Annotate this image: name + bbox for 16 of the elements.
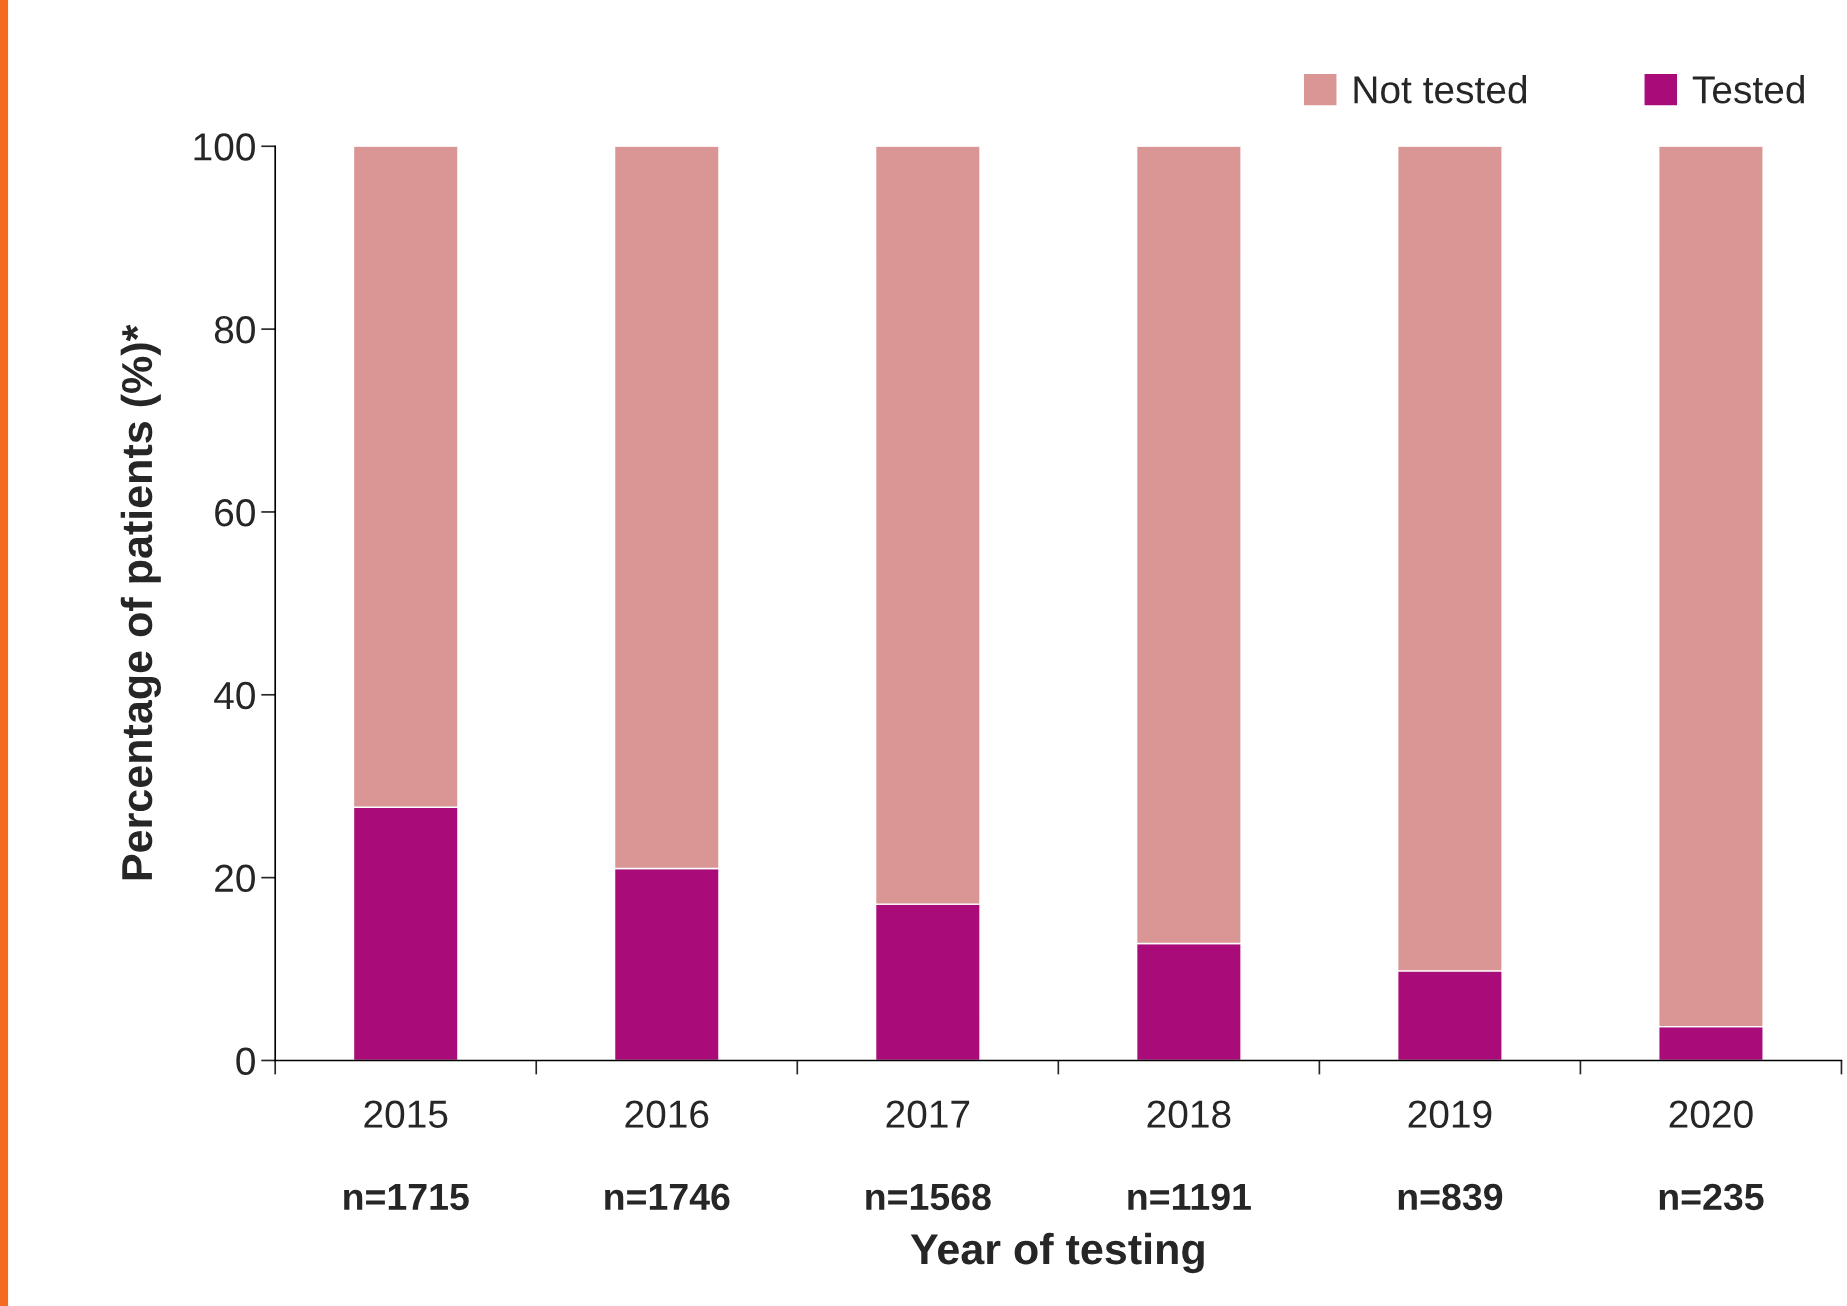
category-label: 2016 n=1746 — [605, 1100, 730, 1211]
x-axis-title: Year of testing — [910, 1232, 1204, 1274]
y-tick-label: 20 — [215, 864, 255, 893]
category-label: 2018 n=1191 — [1128, 1100, 1251, 1211]
y-tick-label: 100 — [194, 133, 255, 161]
y-tick-label: 80 — [214, 316, 255, 344]
category-label: 2015 n=1715 — [344, 1100, 469, 1211]
y-tick-label: 0 — [236, 1047, 255, 1075]
category-label: 2017 n=1568 — [866, 1100, 991, 1211]
y-tick-label: 40 — [214, 681, 255, 710]
category-label: 2020 n=235 — [1659, 1100, 1764, 1211]
legend-label: Tested — [1692, 75, 1804, 104]
y-axis-title: Percentage of patients (%)* — [120, 324, 162, 880]
category-label: 2019 n=839 — [1398, 1100, 1503, 1211]
y-tick-label: 60 — [215, 498, 255, 527]
legend-label: Not tested — [1354, 75, 1527, 104]
